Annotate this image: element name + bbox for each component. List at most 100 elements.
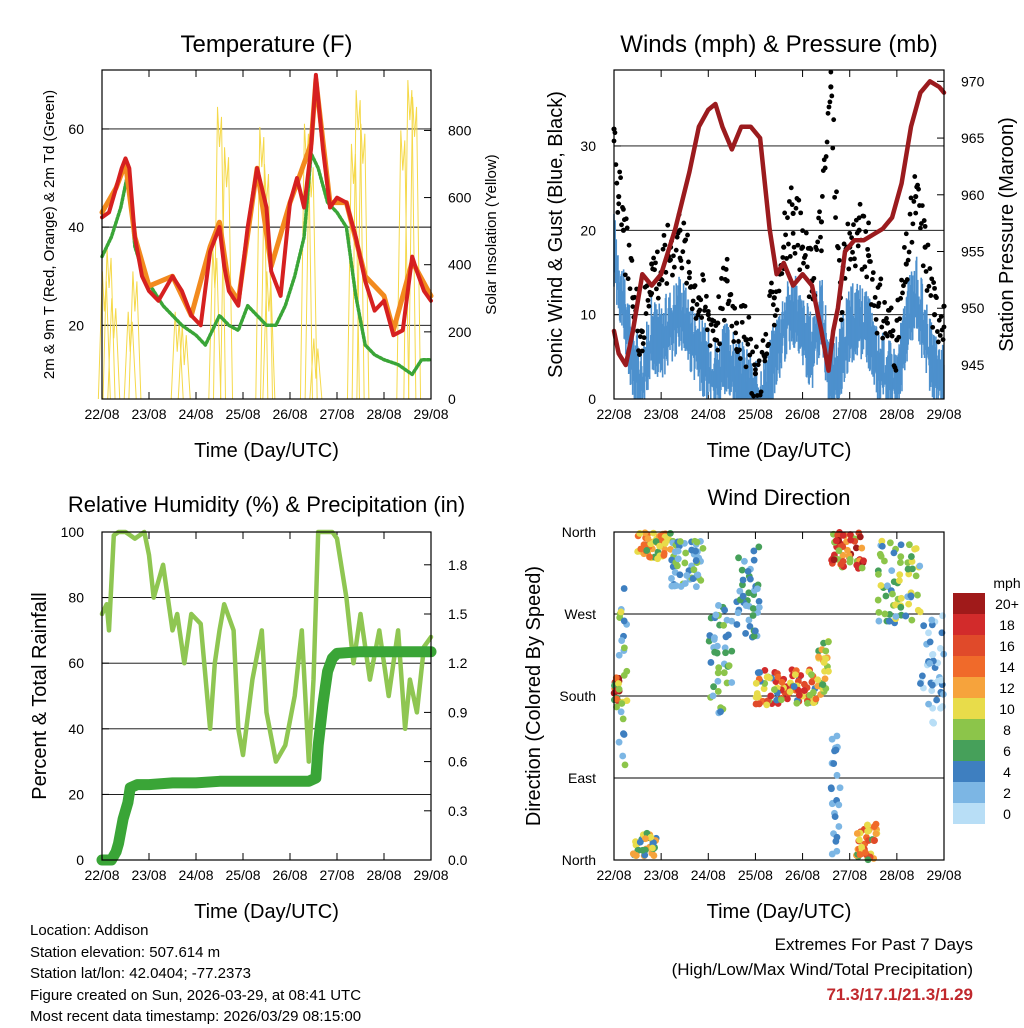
x-tick-label: 25/08 bbox=[738, 406, 773, 422]
gust-point bbox=[668, 257, 673, 263]
extremes-title: Extremes For Past 7 Days bbox=[774, 935, 973, 954]
colorbar-swatch bbox=[953, 698, 985, 719]
solar-insolation-spike bbox=[107, 298, 121, 400]
wind-direction-point bbox=[613, 695, 621, 703]
gust-point bbox=[819, 194, 825, 199]
x-tick-label: 23/08 bbox=[131, 867, 166, 883]
gust-point bbox=[770, 302, 776, 308]
wind-direction-point bbox=[752, 679, 760, 687]
wind-direction-point bbox=[749, 605, 757, 612]
wind-direction-point bbox=[928, 616, 936, 624]
gust-point bbox=[769, 280, 774, 286]
wind-direction-point bbox=[784, 695, 791, 703]
wind-direction-point bbox=[856, 533, 864, 541]
gust-point bbox=[781, 244, 787, 250]
gust-point bbox=[897, 316, 903, 322]
wind-direction-point bbox=[649, 844, 656, 852]
wind-direction-point bbox=[734, 609, 742, 617]
solar-insolation-spike bbox=[97, 271, 111, 400]
gust-point bbox=[630, 295, 636, 301]
gust-point bbox=[852, 256, 857, 262]
x-tick-label: 25/08 bbox=[225, 406, 260, 422]
wind-direction-point bbox=[739, 592, 747, 600]
gust-point bbox=[857, 201, 863, 207]
wind-direction-point bbox=[715, 664, 723, 672]
gust-point bbox=[839, 309, 845, 315]
y2-tick-label: 1.5 bbox=[448, 606, 468, 622]
wind-direction-point bbox=[883, 582, 891, 590]
gust-point bbox=[701, 277, 706, 283]
y-tick-label: 40 bbox=[68, 219, 84, 235]
gust-point bbox=[871, 303, 877, 309]
wind-direction-point bbox=[755, 603, 763, 611]
gust-point bbox=[915, 182, 920, 188]
gust-point bbox=[882, 300, 887, 305]
gust-point bbox=[708, 322, 714, 327]
gust-point bbox=[800, 228, 805, 234]
gust-point bbox=[801, 260, 806, 266]
wind-direction-point bbox=[615, 651, 623, 659]
gust-point bbox=[733, 330, 739, 336]
gust-point bbox=[938, 314, 944, 319]
colorbar-swatch bbox=[953, 719, 985, 740]
solar-insolation-spike bbox=[309, 338, 323, 400]
wind-direction-point bbox=[725, 662, 733, 670]
gust-point bbox=[928, 293, 934, 298]
wind-direction-point bbox=[878, 537, 886, 545]
y2-tick-label: 970 bbox=[961, 73, 985, 89]
gust-point bbox=[654, 249, 660, 255]
gust-point bbox=[824, 139, 830, 145]
wind-direction-point bbox=[864, 821, 871, 829]
gust-point bbox=[919, 203, 925, 209]
wind-direction-point bbox=[892, 601, 899, 609]
gust-point bbox=[670, 272, 675, 278]
gust-point bbox=[907, 211, 913, 217]
wind-direction-point bbox=[681, 559, 689, 567]
gust-point bbox=[630, 304, 636, 309]
x-axis-label: Time (Day/UTC) bbox=[707, 901, 852, 923]
wind-direction-point bbox=[617, 708, 625, 716]
y-tick-label: 0 bbox=[76, 852, 84, 868]
gust-point bbox=[788, 185, 794, 191]
colorbar-swatch bbox=[953, 803, 985, 824]
wind-direction-point bbox=[827, 784, 835, 792]
gust-point bbox=[879, 324, 885, 330]
gust-point bbox=[660, 246, 666, 252]
wind-direction-point bbox=[897, 559, 904, 567]
wind-direction-point bbox=[815, 653, 822, 661]
gust-point bbox=[696, 295, 702, 301]
y2-tick-label: 800 bbox=[448, 122, 472, 138]
wind-direction-point bbox=[856, 836, 863, 844]
gust-point bbox=[774, 307, 780, 313]
gust-point bbox=[752, 362, 757, 368]
x-tick-label: 26/08 bbox=[785, 406, 820, 422]
gust-point bbox=[715, 347, 721, 353]
wind-direction-point bbox=[822, 647, 830, 655]
x-tick-label: 24/08 bbox=[691, 867, 726, 883]
gust-point bbox=[884, 316, 889, 321]
gust-point bbox=[936, 317, 942, 323]
gust-point bbox=[638, 334, 643, 340]
wind-direction-point bbox=[742, 602, 750, 609]
wind-direction-point bbox=[728, 617, 736, 625]
gust-point bbox=[931, 312, 938, 318]
plot-frame bbox=[613, 69, 945, 400]
gust-point bbox=[690, 298, 696, 304]
gust-point bbox=[694, 302, 700, 307]
wind-direction-point bbox=[858, 544, 866, 552]
gust-point bbox=[686, 269, 693, 276]
wind-direction-point bbox=[897, 553, 905, 561]
wind-direction-point bbox=[639, 846, 647, 854]
y-tick-label: 60 bbox=[68, 655, 84, 671]
wind-direction-point bbox=[620, 617, 628, 625]
wind-direction-point bbox=[756, 669, 764, 676]
gust-point bbox=[651, 255, 656, 261]
y2-tick-label: 965 bbox=[961, 130, 985, 146]
gust-point bbox=[833, 215, 838, 220]
y-tick-label: 30 bbox=[580, 138, 596, 154]
gust-point bbox=[790, 210, 796, 217]
wind-direction-point bbox=[902, 612, 909, 620]
wind-direction-point bbox=[755, 597, 763, 605]
wind-direction-point bbox=[839, 551, 847, 559]
wind-direction-point bbox=[825, 638, 832, 646]
